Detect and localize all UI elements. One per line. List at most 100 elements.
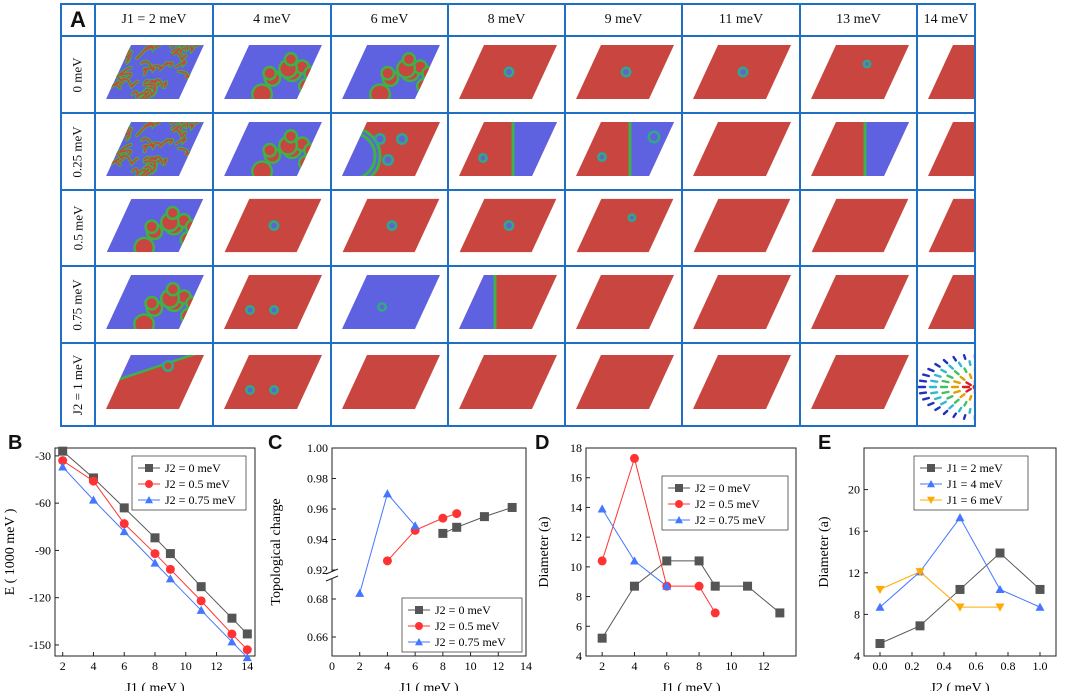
spin-config-cell (566, 191, 681, 265)
x-tick-label: 4 (90, 659, 96, 673)
data-point (710, 608, 720, 618)
column-header: 8 meV (449, 5, 564, 35)
data-point (415, 606, 423, 614)
spin-config-domain-wall-2skyrmions (576, 122, 674, 176)
skyrmion-core (865, 62, 869, 66)
spin-config-skyrmion-1 (693, 45, 791, 99)
spin-config-cell (566, 114, 681, 189)
data-point (452, 522, 462, 532)
spin-config-cell (332, 267, 447, 342)
row-header-label: J2 = 1 meV (70, 354, 86, 415)
spin-config-ferro (811, 275, 909, 329)
x-tick-label: 6 (664, 659, 670, 673)
spin-config-cell (214, 191, 330, 265)
legend-label: J2 = 0 meV (695, 481, 751, 495)
plot-frame (585, 447, 797, 657)
plot-frame (331, 447, 527, 657)
x-axis-label: J1 ( meV ) (661, 681, 721, 691)
x-tick-label: 8 (440, 659, 446, 673)
spin-config-blue-skyrmion (342, 275, 440, 329)
spin-config-skyrmion-1 (224, 198, 322, 253)
data-point (410, 521, 420, 530)
ferro-domain (811, 45, 909, 99)
column-header: 14 meV (918, 5, 974, 35)
y-tick-label: 20 (848, 483, 860, 497)
ferro-domain (928, 122, 974, 176)
column-header: 6 meV (332, 5, 447, 35)
data-point (145, 496, 153, 504)
spin-config-cell (96, 191, 212, 265)
y-tick-label: 0.66 (307, 630, 328, 644)
spin-config-cell (214, 344, 330, 425)
spin-config-skyrmion-2 (224, 275, 322, 329)
data-point (927, 464, 935, 472)
data-point (150, 533, 160, 543)
x-tick-label: 2 (357, 659, 363, 673)
data-point (196, 596, 206, 606)
data-point (119, 519, 129, 529)
skyrmion-core (740, 69, 746, 75)
spin-config-cell (918, 344, 974, 425)
row-header-label: 0.75 meV (70, 278, 85, 331)
spin-config-cell (449, 267, 564, 342)
spin-config-cell (683, 37, 799, 112)
spin-config-domain-wall-skyrmion (459, 122, 557, 176)
spin-config-cell (214, 267, 330, 342)
spin-config-ferro (928, 122, 974, 176)
x-axis-label: J1 ( meV ) (125, 681, 185, 691)
skyrmion-core (271, 307, 277, 313)
chart-e: 0.0 0.2 0.4 0.6 0.8 1.0 4 8 12 16 20 J2 ( meV ) Diam… (817, 447, 1057, 691)
data-point (507, 502, 517, 512)
skyrmion-core (271, 387, 277, 393)
spin-config-cell (683, 191, 799, 265)
ferro-domain (811, 355, 909, 409)
data-point (995, 603, 1005, 612)
x-axis-label: J1 ( meV ) (399, 681, 459, 691)
data-point (165, 564, 175, 574)
data-point (915, 621, 925, 631)
x-tick-label: 0.0 (873, 659, 888, 673)
spin-config-domain-wall (811, 122, 909, 176)
data-point (875, 639, 885, 649)
x-tick-label: 2 (60, 659, 66, 673)
spin-config-cell (96, 344, 212, 425)
data-point (438, 528, 448, 538)
spin-config-cell (918, 114, 974, 189)
ferro-domain (693, 198, 791, 253)
spin-config-labyrinth (106, 122, 204, 176)
data-point (955, 584, 965, 594)
panel-label-a: A (62, 5, 94, 35)
ferro-domain (224, 275, 322, 329)
legend-label: J2 = 0 meV (435, 603, 491, 617)
data-point (927, 480, 935, 488)
spin-config-ferro (693, 198, 791, 253)
data-point (119, 527, 129, 536)
y-tick-label: 16 (848, 524, 860, 538)
y-tick-label: 12 (848, 566, 860, 580)
x-tick-label: 0.6 (969, 659, 984, 673)
series-line (879, 552, 1041, 644)
y-tick-label: -60 (35, 496, 51, 510)
data-point (382, 556, 392, 566)
data-point (955, 603, 965, 612)
data-point (196, 582, 206, 592)
y-tick-label: 10 (570, 560, 582, 574)
data-point (597, 633, 607, 643)
legend-label: J2 = 0.5 meV (435, 619, 500, 633)
spin-config-bubbles (224, 122, 322, 176)
skyrmion-core (247, 307, 253, 313)
panel-label-e: E (818, 432, 832, 454)
row-header: 0.5 meV (62, 191, 94, 265)
series-line (62, 466, 248, 658)
data-point (452, 509, 462, 519)
spin-config-skyrmion-1 (342, 198, 440, 253)
x-tick-label: 6 (412, 659, 418, 673)
data-point (150, 549, 160, 559)
skyrmion-core (271, 222, 277, 229)
data-point (165, 574, 175, 583)
spin-config-cell (566, 267, 681, 342)
spin-config-ferro (576, 275, 674, 329)
y-tick-label: 0.68 (307, 592, 328, 606)
data-point (995, 584, 1005, 594)
spin-config-cell (214, 114, 330, 189)
